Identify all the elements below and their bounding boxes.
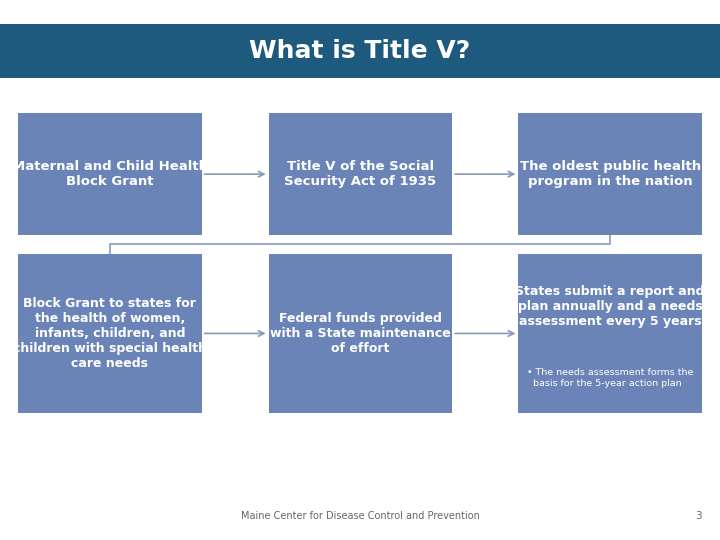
- Text: 3: 3: [696, 511, 702, 521]
- Bar: [0, 24, 720, 78]
- Text: States submit a report and
plan annually and a needs
assessment every 5 years: States submit a report and plan annually…: [516, 285, 705, 328]
- Text: What is Title V?: What is Title V?: [249, 39, 471, 63]
- Text: Maternal and Child Health
Block Grant: Maternal and Child Health Block Grant: [12, 160, 208, 188]
- Bar: [18, 113, 202, 235]
- Text: • The needs assessment forms the
  basis for the 5-year action plan: • The needs assessment forms the basis f…: [527, 368, 693, 388]
- Text: Federal funds provided
with a State maintenance
of effort: Federal funds provided with a State main…: [270, 312, 451, 355]
- Text: Block Grant to states for
the health of women,
infants, children, and
children w: Block Grant to states for the health of …: [13, 297, 207, 370]
- Text: Title V of the Social
Security Act of 1935: Title V of the Social Security Act of 19…: [284, 160, 436, 188]
- Text: Maine Center for Disease Control and Prevention: Maine Center for Disease Control and Pre…: [240, 511, 480, 521]
- Bar: [269, 254, 452, 413]
- Bar: [518, 254, 702, 413]
- Bar: [269, 113, 452, 235]
- Bar: [518, 113, 702, 235]
- Text: The oldest public health
program in the nation: The oldest public health program in the …: [520, 160, 701, 188]
- Bar: [18, 254, 202, 413]
